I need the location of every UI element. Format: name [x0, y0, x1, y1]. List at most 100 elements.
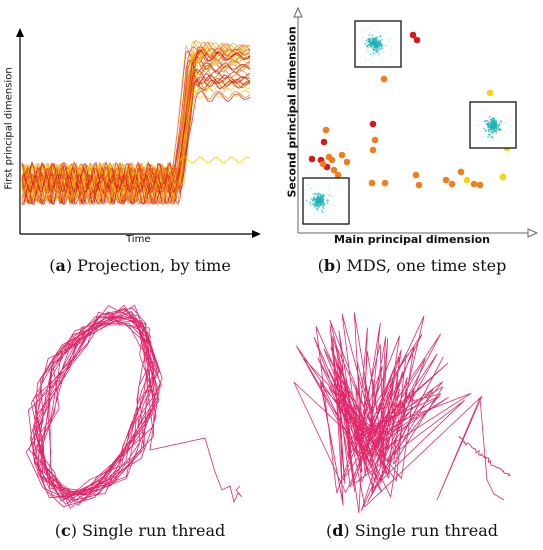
cloud-dot: [484, 130, 487, 132]
cloud-dot: [332, 208, 334, 210]
cloud-dot: [379, 42, 382, 45]
scatter-point: [308, 155, 316, 163]
scatter-point: [343, 158, 351, 166]
cloud-dot: [481, 140, 483, 142]
scatter-point: [328, 156, 336, 164]
cloud-dot: [481, 113, 483, 115]
panel-a-x-axis-arrow: [252, 230, 261, 238]
scatter-point: [368, 179, 376, 187]
cloud-dot: [369, 44, 371, 46]
cloud-dot: [331, 196, 333, 198]
inset-bottom-left: [299, 177, 350, 225]
cloud-dot: [355, 49, 357, 51]
cloud-dot: [332, 213, 334, 215]
scatter-point: [322, 126, 330, 134]
cloud-dot: [485, 119, 488, 122]
cloud-dot: [393, 38, 395, 41]
cloud-dot: [328, 212, 331, 215]
cloud-dot: [368, 39, 371, 42]
panel-b-chart: [293, 6, 539, 238]
scatter-point: [476, 181, 484, 189]
cloud-dot: [366, 41, 369, 44]
cloud-dot: [384, 56, 386, 59]
series-line: [21, 46, 251, 190]
cloud-dot: [504, 118, 506, 120]
cloud-dot: [369, 37, 372, 40]
cloud-dot: [380, 43, 382, 46]
cloud-dot: [299, 194, 302, 196]
cloud-dot: [368, 34, 370, 37]
cloud-dot: [490, 122, 492, 124]
series-line: [21, 44, 251, 184]
cloud-dot: [318, 196, 321, 199]
cloud-dot: [482, 136, 484, 138]
cloud-dot: [501, 114, 503, 117]
cloud-dot: [369, 53, 372, 56]
scatter-point: [380, 75, 388, 83]
cloud-dot: [381, 47, 383, 50]
panel-a-caption-text: Projection, by time: [77, 256, 231, 275]
cloud-dot: [314, 213, 316, 215]
cloud-dot: [489, 119, 492, 121]
scatter-point: [320, 138, 328, 146]
cloud-dot: [322, 198, 325, 201]
cloud-dot: [375, 42, 378, 45]
cloud-dot: [311, 199, 314, 202]
cloud-dot: [309, 204, 312, 207]
cloud-dot: [375, 43, 378, 45]
cloud-dot: [391, 48, 394, 51]
scatter-point: [499, 173, 507, 181]
cloud-dot: [320, 195, 323, 198]
scatter-point: [371, 136, 379, 144]
cloud-dot: [315, 198, 318, 201]
cloud-dot: [377, 25, 380, 27]
cloud-dot: [375, 40, 378, 43]
cloud-dot: [504, 122, 506, 124]
cloud-dot: [487, 139, 489, 141]
cloud-dot: [364, 29, 366, 31]
cloud-dot: [488, 116, 491, 118]
panel-c-single-run-thread: (c) Single run thread: [0, 290, 270, 550]
cloud-dot: [321, 198, 323, 200]
panel-a-x-label: Time: [126, 234, 151, 245]
cloud-dot: [313, 196, 315, 199]
cloud-dot: [309, 186, 311, 189]
cloud-dot: [371, 34, 374, 36]
panel-a-caption: (a) Projection, by time: [49, 256, 231, 275]
panel-b-x-axis-arrow: [527, 228, 539, 238]
cloud-dot: [378, 42, 381, 45]
panel-b-caption-text: MDS, one time step: [346, 256, 507, 275]
cloud-dot: [382, 61, 384, 63]
cloud-dot: [312, 203, 315, 206]
cloud-dot: [375, 48, 377, 50]
panel-a-y-axis-arrow: [16, 28, 24, 37]
cloud-dot: [476, 131, 478, 133]
scatter-point: [415, 181, 423, 189]
cloud-dot: [300, 205, 303, 207]
cloud-dot: [491, 122, 494, 124]
cloud-dot: [386, 45, 388, 47]
series-line: [21, 44, 251, 184]
cloud-dot: [367, 50, 369, 52]
cloud-dot: [363, 37, 365, 39]
cloud-dot: [509, 125, 512, 127]
cloud-dot: [487, 136, 489, 138]
cloud-dot: [492, 125, 495, 127]
cloud-dot: [380, 31, 382, 33]
scatter-point: [486, 89, 494, 97]
cloud-dot: [310, 198, 313, 200]
cloud-dot: [330, 189, 332, 191]
cloud-dot: [506, 133, 508, 135]
panel-d-caption-text: Single run thread: [354, 521, 499, 540]
cloud-dot: [378, 43, 380, 46]
scatter-point: [413, 36, 421, 44]
cloud-dot: [480, 120, 482, 123]
cloud-dot: [496, 141, 498, 143]
cloud-dot: [372, 55, 374, 57]
cloud-dot: [316, 205, 319, 208]
cloud-dot: [309, 201, 311, 204]
cloud-dot: [381, 45, 383, 47]
panel-c-caption: (c) Single run thread: [54, 521, 226, 540]
cloud-dot: [370, 45, 372, 48]
cloud-dot: [376, 45, 379, 47]
